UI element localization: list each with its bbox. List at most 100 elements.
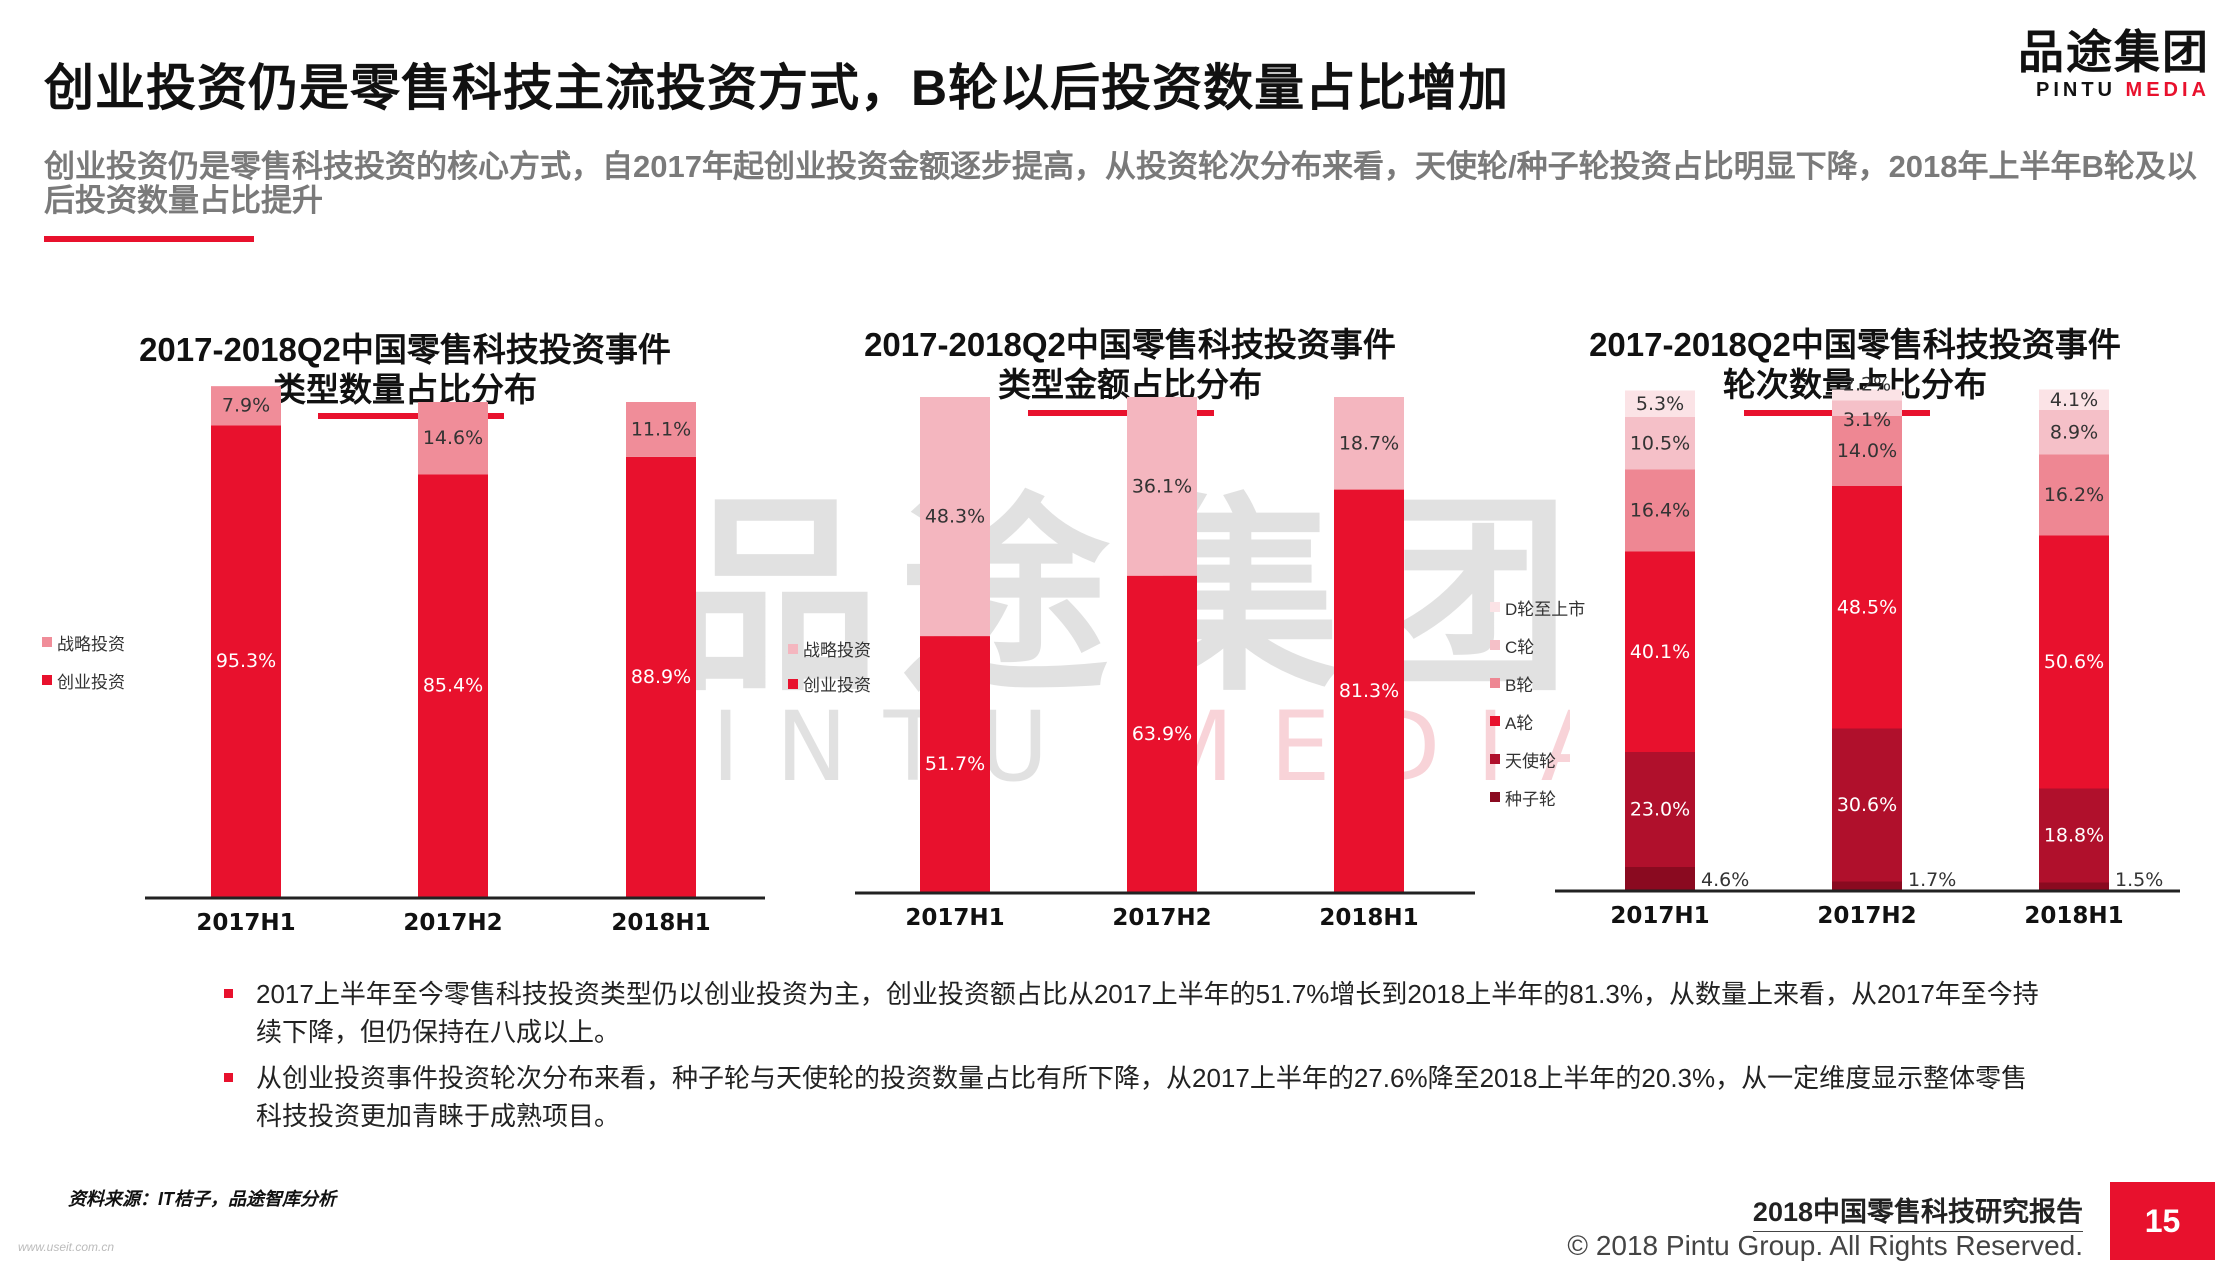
bar-segment — [1832, 416, 1902, 486]
legend-label: C轮 — [1505, 637, 1535, 657]
data-label: 95.3% — [216, 650, 276, 672]
bullet-marker — [224, 1073, 233, 1082]
legend-item-round-d-ipo: D轮至上市 — [1490, 588, 1585, 626]
x-tick-label: 2018H1 — [2024, 903, 2123, 929]
bar-segment — [211, 386, 281, 426]
data-label: 14.0% — [1837, 440, 1897, 462]
bar-segment — [1832, 486, 1902, 729]
finding-item: 从创业投资事件投资轮次分布来看，种子轮与天使轮的投资数量占比有所下降，从2017… — [222, 1059, 2042, 1135]
bar-segment — [2039, 410, 2109, 455]
chart-canvas: 51.7% 48.3% 2017H1 63.9% 36.1% 2017H2 81.3% 18.… — [855, 397, 1475, 931]
bar-segment — [1625, 551, 1695, 752]
title-underline — [44, 236, 254, 242]
data-label: 63.9% — [1132, 723, 1192, 745]
legend-swatch — [788, 678, 798, 689]
x-tick-label: 2018H1 — [1319, 905, 1418, 931]
legend-label: 创业投资 — [57, 672, 125, 692]
bar-segment — [1625, 417, 1695, 470]
legend-label: B轮 — [1505, 675, 1534, 695]
bar-segment — [1334, 397, 1404, 490]
data-label: 4.6% — [1701, 869, 1749, 891]
legend-swatch — [1490, 792, 1500, 802]
data-label: 40.1% — [1630, 641, 1690, 663]
bar-segment — [1832, 400, 1902, 416]
bar-segment — [418, 402, 488, 475]
data-label: 1.7% — [1908, 869, 1956, 891]
data-label: 8.9% — [2050, 421, 2098, 443]
x-tick-label: 2017H2 — [403, 910, 502, 936]
logo-english-name: PINTU MEDIA — [2018, 78, 2210, 102]
chart-title-line-1: 2017-2018Q2中国零售科技投资事件 — [1589, 326, 2121, 363]
bar-segment — [1832, 389, 1902, 401]
chart-type-count: 2017-2018Q2中国零售科技投资事件 类型数量占比分布 战略投资 创业投资… — [30, 330, 780, 950]
legend-item-round-b: B轮 — [1490, 664, 1585, 702]
bar-segment — [1334, 489, 1404, 892]
data-label: 5.3% — [1636, 393, 1684, 415]
legend-swatch — [1490, 716, 1500, 726]
x-tick-label: 2017H2 — [1112, 905, 1211, 931]
legend-item-round-a: A轮 — [1490, 702, 1585, 740]
legend-swatch — [1490, 640, 1500, 650]
bar-segment — [920, 397, 990, 637]
data-label: 51.7% — [925, 753, 985, 775]
data-label: 48.5% — [1837, 596, 1897, 618]
data-label: 4.1% — [2050, 389, 2098, 411]
bullet-marker — [224, 989, 233, 998]
data-label: 7.9% — [222, 395, 270, 417]
x-tick-label: 2017H1 — [196, 910, 295, 936]
bar-segment — [2039, 535, 2109, 789]
data-label: 14.6% — [423, 427, 483, 449]
bar-segment — [2039, 882, 2109, 890]
chart-title: 2017-2018Q2中国零售科技投资事件 类型数量占比分布 — [30, 330, 780, 410]
legend-swatch — [788, 643, 798, 654]
bar-segment — [2039, 389, 2109, 410]
finding-item: 2017上半年至今零售科技投资类型仍以创业投资为主，创业投资额占比从2017上半… — [222, 975, 2042, 1051]
legend-label: 战略投资 — [57, 634, 125, 654]
data-source: 资料来源：IT桔子，品途智库分析 — [68, 1189, 336, 1209]
data-label: 11.1% — [631, 418, 691, 440]
legend-item-angel: 天使轮 — [1490, 740, 1585, 778]
finding-text: 2017上半年至今零售科技投资类型仍以创业投资为主，创业投资额占比从2017上半… — [256, 979, 2039, 1047]
page-number: 15 — [2110, 1182, 2215, 1260]
data-label: 88.9% — [631, 666, 691, 688]
x-tick-label: 2018H1 — [611, 910, 710, 936]
key-findings: 2017上半年至今零售科技投资类型仍以创业投资为主，创业投资额占比从2017上半… — [222, 975, 2042, 1143]
logo-english-part-b: MEDIA — [2125, 79, 2210, 101]
x-tick-label: 2017H1 — [1610, 903, 1709, 929]
legend-swatch — [1490, 678, 1500, 688]
legend-label: 天使轮 — [1505, 751, 1556, 771]
data-label: 50.6% — [2044, 651, 2104, 673]
chart-title-line-1: 2017-2018Q2中国零售科技投资事件 — [864, 326, 1396, 363]
site-watermark: www.useit.com.cn — [18, 1240, 115, 1254]
bar-segment — [1832, 728, 1902, 882]
copyright: © 2018 Pintu Group. All Rights Reserved. — [1567, 1230, 2083, 1261]
data-label: 1.5% — [2115, 869, 2163, 891]
finding-text: 从创业投资事件投资轮次分布来看，种子轮与天使轮的投资数量占比有所下降，从2017… — [256, 1063, 2028, 1131]
legend-label: 种子轮 — [1505, 789, 1556, 809]
bar-segment — [626, 402, 696, 457]
legend-label: 创业投资 — [803, 676, 871, 695]
chart-title-underline — [318, 413, 504, 419]
bar-segment — [1832, 881, 1902, 890]
bar-segment — [1625, 752, 1695, 867]
bar-segment — [2039, 788, 2109, 883]
data-label: 23.0% — [1630, 799, 1690, 821]
chart-title: 2017-2018Q2中国零售科技投资事件 类型金额占比分布 — [770, 325, 1490, 405]
brand-logo: 品途集团 PINTU MEDIA — [2018, 26, 2210, 102]
bar-segment — [211, 425, 281, 897]
data-label: 16.2% — [2044, 484, 2104, 506]
legend-swatch — [1490, 754, 1500, 764]
data-label: 85.4% — [423, 675, 483, 697]
chart-legend: 战略投资 创业投资 — [42, 623, 125, 699]
data-label: 3.1% — [1843, 409, 1891, 431]
legend-label: 战略投资 — [803, 641, 871, 660]
data-label: 36.1% — [1132, 475, 1192, 497]
chart-legend: 战略投资 创业投资 — [788, 631, 871, 701]
x-tick-label: 2017H2 — [1817, 903, 1916, 929]
data-label: 2.2% — [1843, 374, 1891, 396]
legend-item-strategic: 战略投资 — [788, 631, 871, 666]
bar-segment — [920, 636, 990, 892]
data-label: 30.6% — [1837, 794, 1897, 816]
logo-chinese-name: 品途集团 — [2018, 26, 2210, 78]
legend-item-venture: 创业投资 — [42, 661, 125, 699]
